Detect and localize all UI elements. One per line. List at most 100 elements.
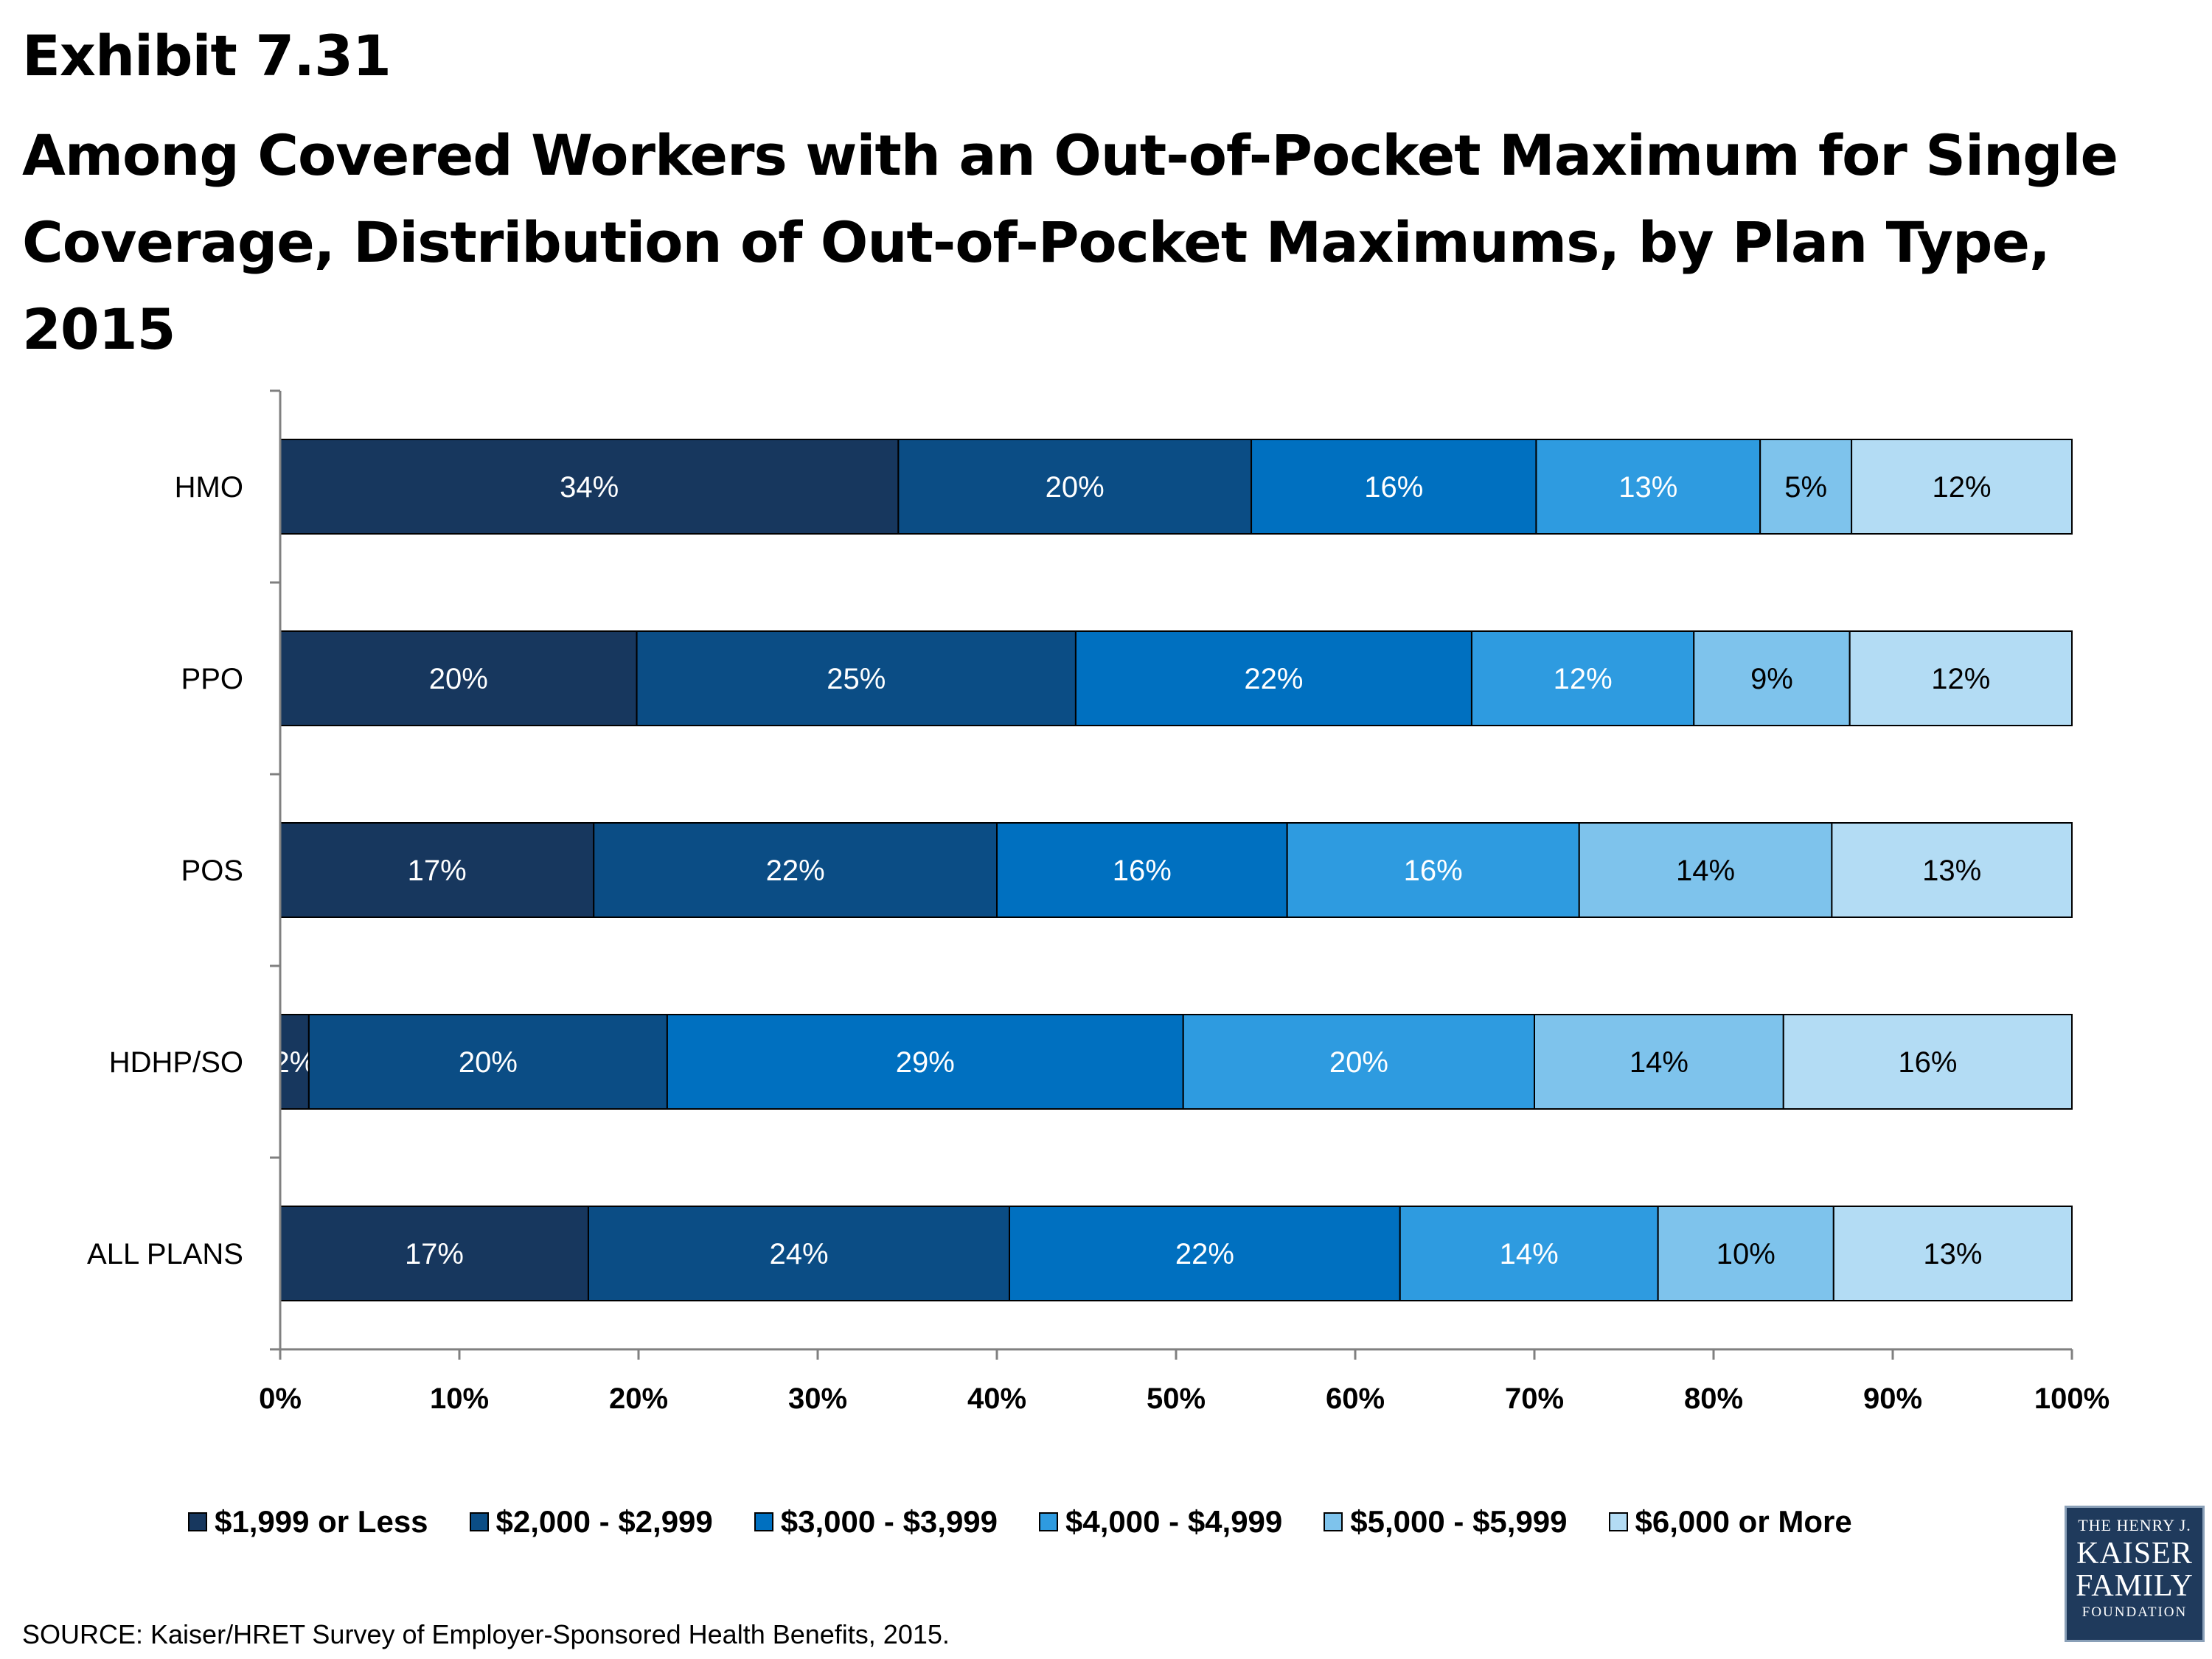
logo-line-4: FOUNDATION <box>2081 1604 2188 1620</box>
x-tick-label: 100% <box>2034 1382 2110 1415</box>
bar-segment <box>1535 439 1761 535</box>
bar-segment <box>279 1206 589 1301</box>
data-label: 20% <box>459 1046 518 1079</box>
logo-line-3: FAMILY <box>2076 1569 2194 1603</box>
data-label: 13% <box>1922 855 1981 887</box>
bar-segment <box>279 439 900 535</box>
data-label: 12% <box>1931 663 1990 695</box>
x-tick-label: 50% <box>1147 1382 1206 1415</box>
category-label: HDHP/SO <box>109 1046 243 1079</box>
data-label: 14% <box>1676 855 1735 887</box>
bar-segment <box>1657 1206 1834 1301</box>
legend-item: $4,000 - $4,999 <box>1039 1504 1282 1540</box>
logo-line-2: KAISER <box>2076 1537 2193 1571</box>
legend-item: $5,000 - $5,999 <box>1324 1504 1568 1540</box>
data-label: 22% <box>1244 663 1303 695</box>
category-label: HMO <box>175 471 243 504</box>
bar-segment <box>1693 630 1851 726</box>
bar-segment <box>636 630 1077 726</box>
legend-swatch <box>754 1512 773 1531</box>
x-tick-label: 60% <box>1326 1382 1385 1415</box>
bar-segment <box>1251 439 1537 535</box>
legend-swatch <box>469 1512 489 1531</box>
x-tick-label: 80% <box>1684 1382 1743 1415</box>
data-label: 22% <box>1175 1238 1234 1270</box>
bar-segment <box>1074 630 1472 726</box>
x-tick-label: 40% <box>967 1382 1026 1415</box>
bar-segment <box>666 1014 1184 1110</box>
legend-swatch <box>1039 1512 1059 1531</box>
legend-swatch <box>188 1512 207 1531</box>
data-label: 16% <box>1364 471 1423 504</box>
legend-label: $6,000 or More <box>1635 1504 1852 1539</box>
data-label: 22% <box>766 855 825 887</box>
bar-segment <box>1009 1206 1401 1301</box>
bar-segment <box>1470 630 1695 726</box>
data-label: 17% <box>405 1238 464 1270</box>
bar-segment <box>307 1014 668 1110</box>
kff-logo: THE HENRY J. KAISER FAMILY FOUNDATION <box>2065 1506 2205 1642</box>
x-tick-label: 20% <box>609 1382 668 1415</box>
bar-segment <box>897 439 1253 535</box>
data-label: 12% <box>1933 471 1992 504</box>
bar-segment <box>279 630 638 726</box>
data-label: 20% <box>429 663 488 695</box>
legend-label: $3,000 - $3,999 <box>780 1504 998 1539</box>
bar-segment <box>1534 1014 1784 1110</box>
x-tick-label: 0% <box>259 1382 302 1415</box>
data-label: 9% <box>1750 663 1793 695</box>
bar-segment <box>1578 822 1833 918</box>
legend-item: $3,000 - $3,999 <box>754 1504 998 1540</box>
x-tick-label: 90% <box>1863 1382 1922 1415</box>
category-label: POS <box>181 855 243 887</box>
category-label: PPO <box>181 663 243 695</box>
data-label: 16% <box>1898 1046 1957 1079</box>
data-label: 24% <box>769 1238 828 1270</box>
legend-swatch <box>1324 1512 1343 1531</box>
x-tick-label: 70% <box>1505 1382 1564 1415</box>
bar-segment <box>996 822 1288 918</box>
data-label: 25% <box>827 663 886 695</box>
bar-segment <box>279 822 595 918</box>
data-label: 20% <box>1329 1046 1388 1079</box>
bar-segment <box>593 822 998 918</box>
chart-title: Among Covered Workers with an Out-of-Poc… <box>22 122 2118 362</box>
bar-segment <box>1832 1206 2073 1301</box>
data-label: 16% <box>1113 855 1172 887</box>
legend: $1,999 or Less $2,000 - $2,999 $3,000 - $3… <box>188 1500 1893 1544</box>
x-tick-label: 30% <box>788 1382 847 1415</box>
bar-segment <box>587 1206 1011 1301</box>
legend-swatch <box>1608 1512 1628 1531</box>
logo-line-1: THE HENRY J. <box>2078 1516 2191 1534</box>
data-label: 13% <box>1618 471 1677 504</box>
bar-segment <box>1286 822 1580 918</box>
legend-label: $1,999 or Less <box>215 1504 428 1539</box>
legend-label: $4,000 - $4,999 <box>1065 1504 1283 1539</box>
exhibit-label: Exhibit 7.31 <box>22 23 392 88</box>
legend-item: $1,999 or Less <box>188 1504 428 1540</box>
data-label: 16% <box>1404 855 1463 887</box>
bar-segment <box>1399 1206 1659 1301</box>
stacked-bar-chart: 34% 20% 16% 13% 5% 12% 20% 25% 22% 12% 9% 12% 17% 22%… <box>87 389 2110 1415</box>
bar-segment <box>1831 822 2073 918</box>
data-label: 20% <box>1046 471 1105 504</box>
legend-item: $2,000 - $2,999 <box>469 1504 713 1540</box>
bar-segment <box>1782 1014 2073 1110</box>
data-label: 34% <box>560 471 619 504</box>
bar-segment <box>1759 439 1853 535</box>
legend-item: $6,000 or More <box>1608 1504 1852 1540</box>
data-label: 10% <box>1717 1238 1775 1270</box>
data-label: 14% <box>1500 1238 1559 1270</box>
data-label: 5% <box>1784 471 1827 504</box>
data-label: 17% <box>408 855 467 887</box>
bar-segment <box>1848 630 2073 726</box>
category-label: ALL PLANS <box>87 1238 243 1270</box>
data-label: 29% <box>896 1046 955 1079</box>
data-label: 12% <box>1554 663 1613 695</box>
legend-label: $2,000 - $2,999 <box>495 1504 713 1539</box>
bar-segment <box>1851 439 2073 535</box>
data-label: 13% <box>1923 1238 1982 1270</box>
legend-label: $5,000 - $5,999 <box>1350 1504 1568 1539</box>
x-tick-label: 10% <box>430 1382 489 1415</box>
data-label: 14% <box>1630 1046 1688 1079</box>
